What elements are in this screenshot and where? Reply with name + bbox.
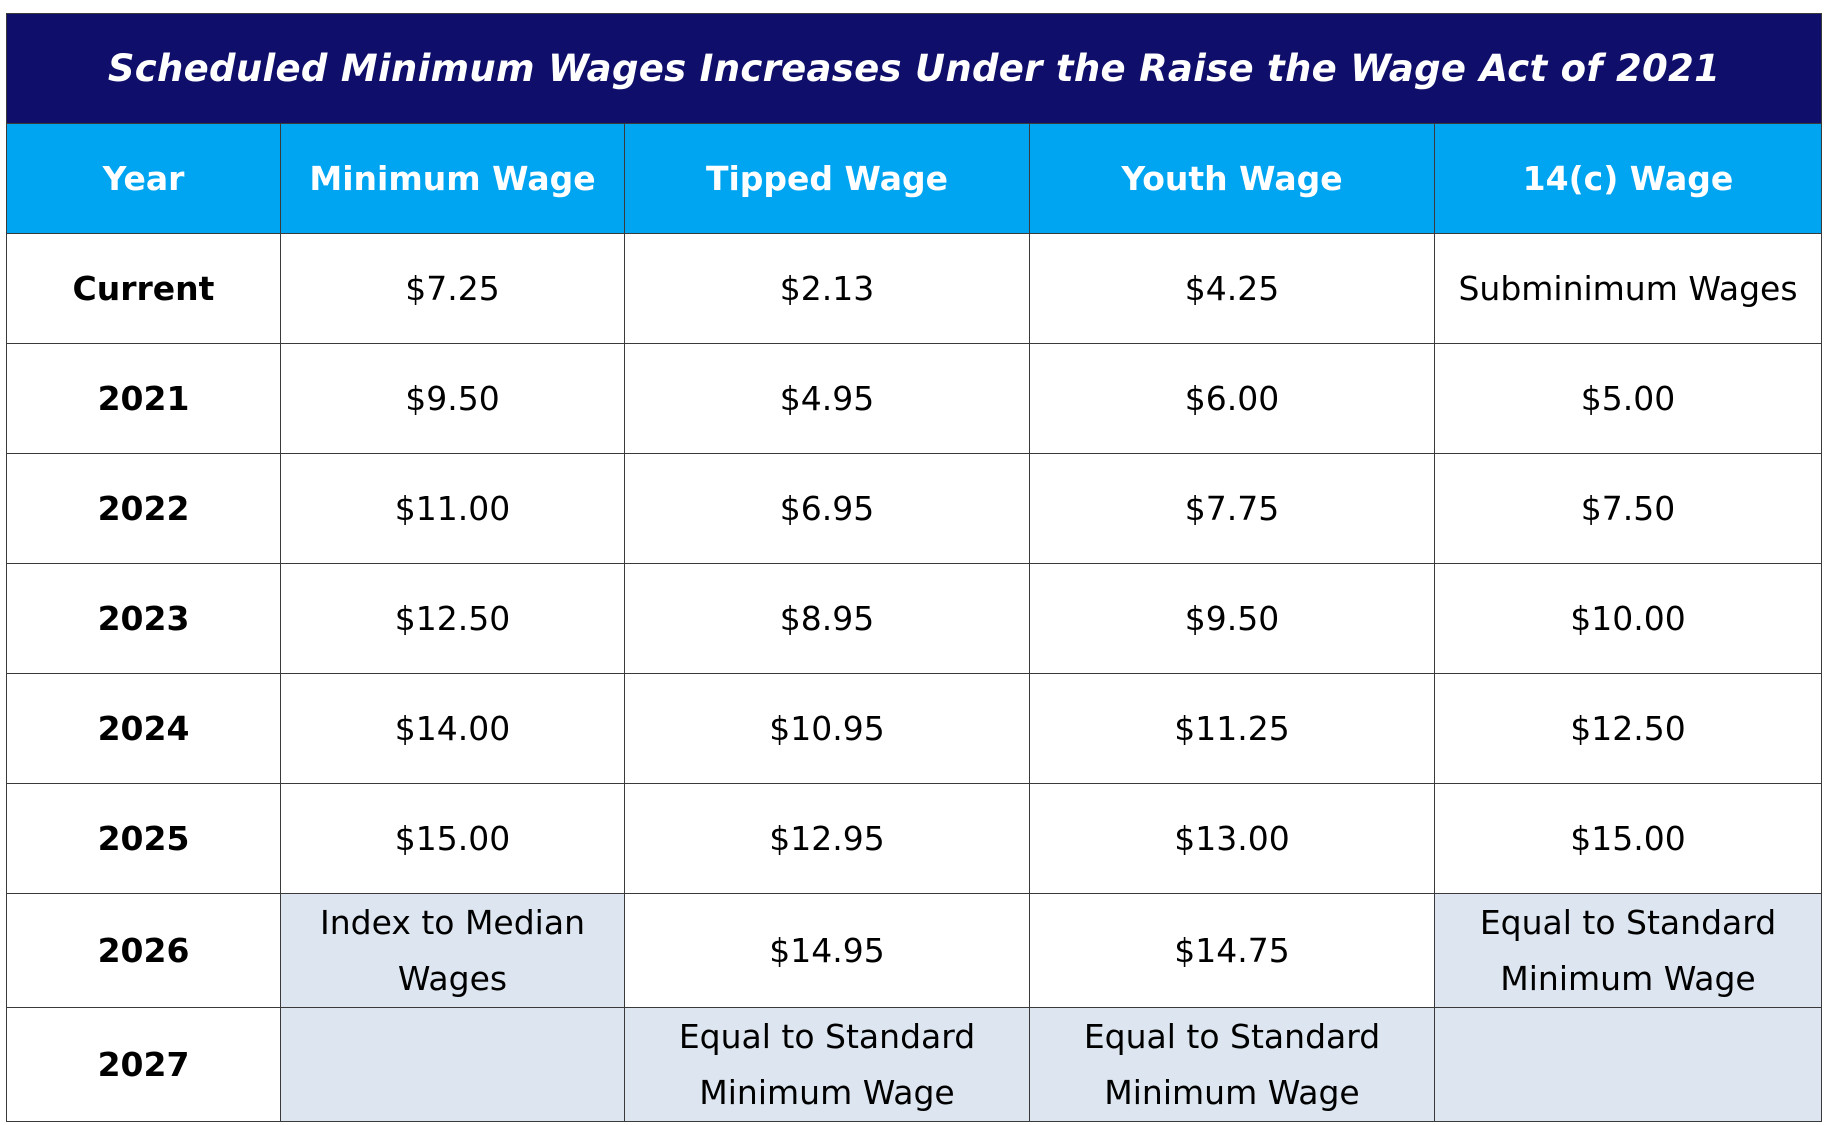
table-row: 2021 $9.50 $4.95 $6.00 $5.00 <box>6 343 1822 454</box>
youth-wage-cell: $14.75 <box>1029 893 1435 1008</box>
year-cell: 2022 <box>6 453 281 564</box>
youth-wage-cell: Equal to Standard Minimum Wage <box>1029 1007 1435 1122</box>
14c-wage-cell <box>1434 1007 1822 1122</box>
year-cell: 2021 <box>6 343 281 454</box>
minimum-wage-cell: $9.50 <box>280 343 625 454</box>
table-row: 2024 $14.00 $10.95 $11.25 $12.50 <box>6 673 1822 784</box>
14c-wage-cell: $5.00 <box>1434 343 1822 454</box>
tipped-wage-cell: $8.95 <box>624 563 1030 674</box>
table-row: 2025 $15.00 $12.95 $13.00 $15.00 <box>6 783 1822 894</box>
year-cell: 2023 <box>6 563 281 674</box>
wage-schedule-table: Scheduled Minimum Wages Increases Under … <box>6 13 1822 1122</box>
table-row: 2022 $11.00 $6.95 $7.75 $7.50 <box>6 453 1822 564</box>
year-cell: 2026 <box>6 893 281 1008</box>
minimum-wage-cell: $14.00 <box>280 673 625 784</box>
table-row: Current $7.25 $2.13 $4.25 Subminimum Wag… <box>6 233 1822 344</box>
tipped-wage-cell: Equal to Standard Minimum Wage <box>624 1007 1030 1122</box>
tipped-wage-cell: $6.95 <box>624 453 1030 564</box>
title-row: Scheduled Minimum Wages Increases Under … <box>6 13 1822 124</box>
year-cell: Current <box>6 233 281 344</box>
minimum-wage-cell: Index to Median Wages <box>280 893 625 1008</box>
minimum-wage-cell <box>280 1007 625 1122</box>
minimum-wage-cell: $11.00 <box>280 453 625 564</box>
youth-wage-cell: $11.25 <box>1029 673 1435 784</box>
minimum-wage-cell: $7.25 <box>280 233 625 344</box>
header-row: Year Minimum Wage Tipped Wage Youth Wage… <box>6 123 1822 234</box>
youth-wage-cell: $6.00 <box>1029 343 1435 454</box>
tipped-wage-cell: $2.13 <box>624 233 1030 344</box>
table-title: Scheduled Minimum Wages Increases Under … <box>6 13 1822 124</box>
year-cell: 2027 <box>6 1007 281 1122</box>
youth-wage-cell: $7.75 <box>1029 453 1435 564</box>
table-row: 2023 $12.50 $8.95 $9.50 $10.00 <box>6 563 1822 674</box>
table-row: 2026 Index to Median Wages $14.95 $14.75… <box>6 893 1822 1008</box>
header-youth-wage: Youth Wage <box>1029 123 1435 234</box>
youth-wage-cell: $4.25 <box>1029 233 1435 344</box>
minimum-wage-cell: $12.50 <box>280 563 625 674</box>
14c-wage-cell: $15.00 <box>1434 783 1822 894</box>
tipped-wage-cell: $12.95 <box>624 783 1030 894</box>
minimum-wage-cell: $15.00 <box>280 783 625 894</box>
tipped-wage-cell: $4.95 <box>624 343 1030 454</box>
youth-wage-cell: $13.00 <box>1029 783 1435 894</box>
header-minimum-wage: Minimum Wage <box>280 123 625 234</box>
header-year: Year <box>6 123 281 234</box>
tipped-wage-cell: $14.95 <box>624 893 1030 1008</box>
table-row: 2027 Equal to Standard Minimum Wage Equa… <box>6 1007 1822 1122</box>
header-tipped-wage: Tipped Wage <box>624 123 1030 234</box>
tipped-wage-cell: $10.95 <box>624 673 1030 784</box>
year-cell: 2024 <box>6 673 281 784</box>
14c-wage-cell: $12.50 <box>1434 673 1822 784</box>
year-cell: 2025 <box>6 783 281 894</box>
header-14c-wage: 14(c) Wage <box>1434 123 1822 234</box>
14c-wage-cell: $10.00 <box>1434 563 1822 674</box>
14c-wage-cell: Equal to Standard Minimum Wage <box>1434 893 1822 1008</box>
youth-wage-cell: $9.50 <box>1029 563 1435 674</box>
14c-wage-cell: $7.50 <box>1434 453 1822 564</box>
14c-wage-cell: Subminimum Wages <box>1434 233 1822 344</box>
